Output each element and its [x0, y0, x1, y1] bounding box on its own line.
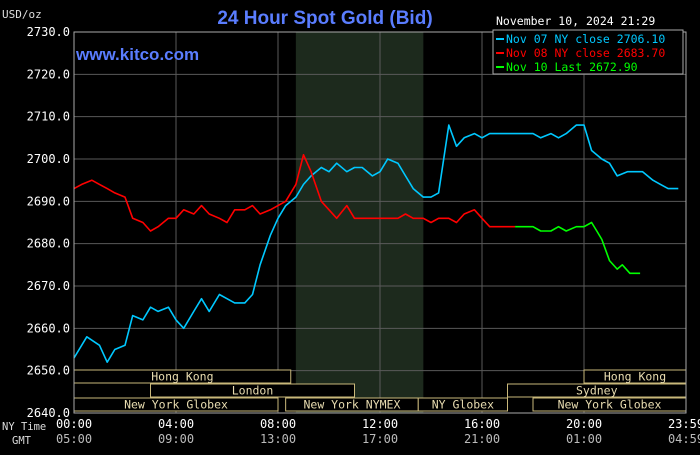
x-tick-label-ny: 08:00 — [260, 417, 296, 431]
y-tick-label: 2710.0 — [27, 110, 70, 124]
y-tick-label: 2730.0 — [27, 25, 70, 39]
x-tick-label-ny: 00:00 — [56, 417, 92, 431]
x-tick-label-gmt: 04:59 — [668, 432, 700, 446]
x-tick-label-ny: 12:00 — [362, 417, 398, 431]
plot-frame — [73, 31, 687, 414]
chart-title: 24 Hour Spot Gold (Bid) — [217, 8, 432, 29]
session-label: Hong Kong — [604, 370, 666, 384]
legend-entry: Nov 07 NY close 2706.10 — [506, 32, 665, 46]
y-tick-label: 2680.0 — [27, 237, 70, 251]
legend-entry: Nov 10 Last 2672.90 — [506, 60, 638, 74]
session-label: London — [232, 384, 274, 398]
x-tick-label-ny: 20:00 — [566, 417, 602, 431]
x-tick-label-gmt: 21:00 — [464, 432, 500, 446]
y-tick-label: 2640.0 — [27, 406, 70, 420]
y-tick-label: 2670.0 — [27, 279, 70, 293]
y-axis-unit-label: USD/oz — [2, 8, 42, 21]
x-tick-label-gmt: 05:00 — [56, 432, 92, 446]
x-tick-label-gmt: 09:00 — [158, 432, 194, 446]
session-label: New York Globex — [124, 398, 228, 412]
legend-box — [492, 29, 684, 75]
series-line — [73, 154, 516, 232]
session-bar — [150, 383, 355, 398]
nymex-highlight-band — [295, 32, 424, 413]
session-label: New York Globex — [558, 398, 662, 412]
session-label: NY Globex — [432, 398, 494, 412]
session-label: Hong Kong — [151, 370, 213, 384]
legend: November 10, 2024 21:29 Nov 07 NY close … — [492, 14, 684, 75]
ny-time-row-label: NY Time — [2, 421, 46, 433]
watermark-text: www.kitco.com — [75, 45, 199, 64]
series-line — [515, 221, 641, 275]
session-bar — [417, 397, 508, 412]
y-tick-label: 2700.0 — [27, 152, 70, 166]
x-tick-label-gmt: 13:00 — [260, 432, 296, 446]
session-label: New York NYMEX — [303, 398, 400, 412]
x-tick-label-ny: 16:00 — [464, 417, 500, 431]
x-tick-label-gmt: 01:00 — [566, 432, 602, 446]
gmt-row-label: GMT — [12, 435, 32, 447]
y-tick-label: 2720.0 — [27, 67, 70, 81]
x-tick-label-ny: 04:00 — [158, 417, 194, 431]
series-line — [73, 124, 679, 364]
legend-entry: Nov 08 NY close 2683.70 — [506, 46, 665, 60]
legend-timestamp: November 10, 2024 21:29 — [496, 14, 655, 28]
y-tick-label: 2660.0 — [27, 321, 70, 335]
y-tick-label: 2650.0 — [27, 364, 70, 378]
x-tick-label-ny: 23:59 — [668, 417, 700, 431]
y-tick-label: 2690.0 — [27, 194, 70, 208]
session-label: Sydney — [576, 384, 618, 398]
x-tick-label-gmt: 17:00 — [362, 432, 398, 446]
